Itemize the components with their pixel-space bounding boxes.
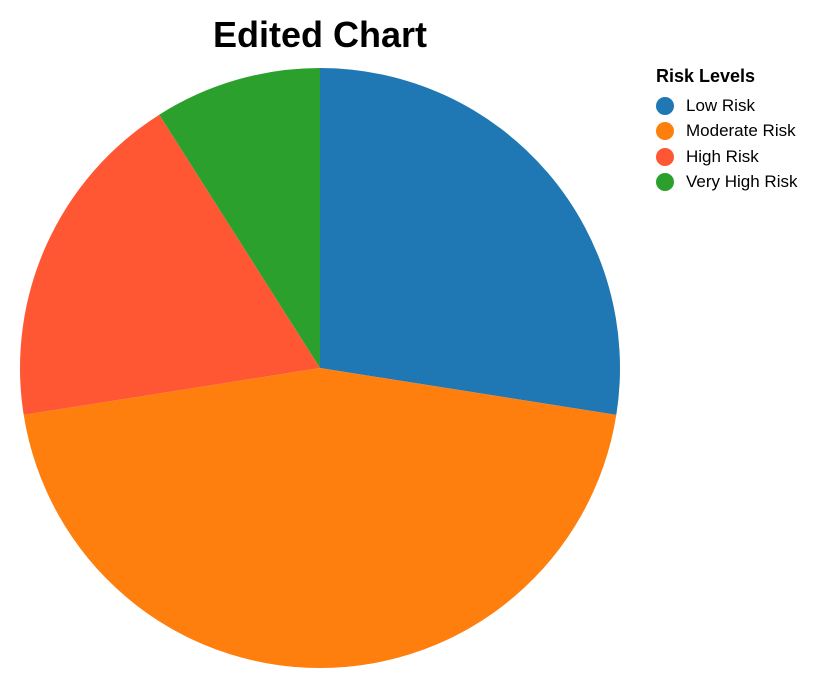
legend-item-very-high-risk: Very High Risk — [656, 170, 797, 196]
legend: Risk Levels Low Risk Moderate Risk High Ri… — [656, 66, 797, 195]
pie-chart — [19, 68, 621, 669]
legend-swatch — [656, 147, 674, 166]
chart-title: Edited Chart — [212, 14, 427, 55]
legend-title: Risk Levels — [656, 66, 756, 86]
pie-slice-low-risk — [320, 68, 621, 415]
legend-swatch — [656, 122, 674, 141]
pie-slice-high-risk — [19, 114, 320, 415]
pie-slice-very-high-risk — [159, 68, 320, 368]
legend-label: High Risk — [686, 146, 759, 166]
legend-label: Low Risk — [686, 95, 755, 115]
legend-item-low-risk: Low Risk — [656, 93, 797, 119]
pie-slice-moderate-risk — [23, 368, 617, 669]
legend-label: Moderate Risk — [686, 121, 796, 141]
legend-items: Low Risk Moderate Risk High Risk Very High … — [656, 93, 797, 195]
pie-slices — [19, 68, 621, 669]
legend-swatch — [656, 173, 674, 192]
legend-label: Very High Risk — [686, 172, 798, 192]
legend-item-high-risk: High Risk — [656, 144, 797, 170]
legend-item-moderate-risk: Moderate Risk — [656, 119, 797, 145]
legend-swatch — [656, 96, 674, 115]
